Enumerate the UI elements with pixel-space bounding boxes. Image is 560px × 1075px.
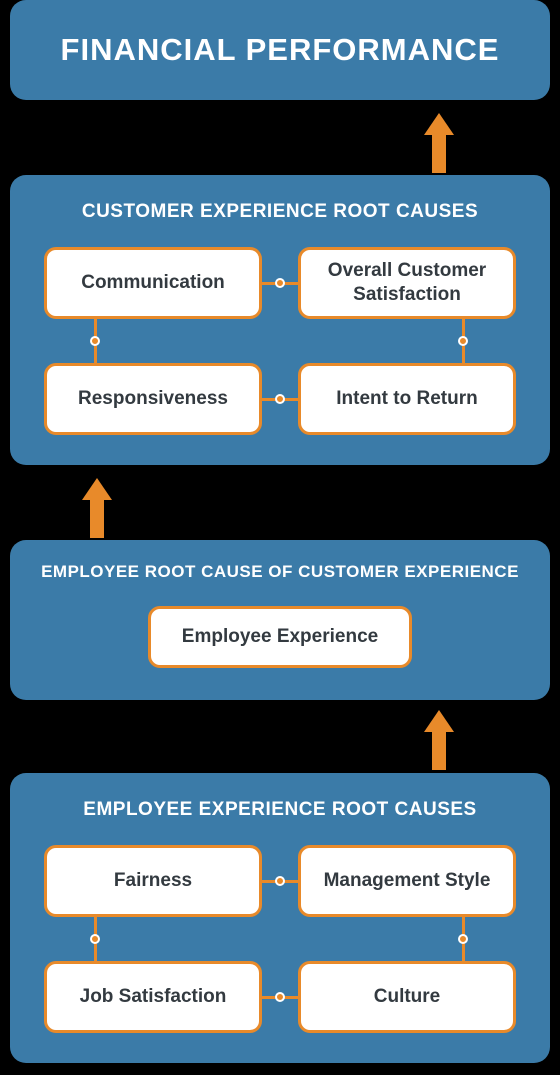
section-customer-experience: CUSTOMER EXPERIENCE ROOT CAUSES Communica…: [10, 175, 550, 465]
connector-dot-icon: [458, 336, 468, 346]
arrow-up-icon: [82, 478, 112, 500]
arrow-shaft: [432, 135, 446, 173]
node-job-satisfaction: Job Satisfaction: [44, 961, 262, 1033]
arrow-3: [424, 710, 454, 770]
node-mgmt-style: Management Style: [298, 845, 516, 917]
diagram-canvas: FINANCIAL PERFORMANCE CUSTOMER EXPERIENC…: [0, 0, 560, 1075]
arrow-shaft: [90, 500, 104, 538]
arrow-2: [82, 478, 112, 538]
node-communication: Communication: [44, 247, 262, 319]
title-panel: FINANCIAL PERFORMANCE: [10, 0, 550, 100]
connector-dot-icon: [275, 992, 285, 1002]
connector-dot-icon: [458, 934, 468, 944]
node-intent-return: Intent to Return: [298, 363, 516, 435]
arrow-1: [424, 113, 454, 173]
node-responsiveness: Responsiveness: [44, 363, 262, 435]
node-fairness: Fairness: [44, 845, 262, 917]
connector-dot-icon: [275, 876, 285, 886]
arrow-up-icon: [424, 710, 454, 732]
connector-dot-icon: [90, 336, 100, 346]
connector-dot-icon: [275, 394, 285, 404]
section-title: CUSTOMER EXPERIENCE ROOT CAUSES: [10, 201, 550, 223]
section-employee-experience-rootcauses: EMPLOYEE EXPERIENCE ROOT CAUSES Fairness M…: [10, 773, 550, 1063]
connector-dot-icon: [275, 278, 285, 288]
node-overall-satisfaction: Overall Customer Satisfaction: [298, 247, 516, 319]
node-employee-experience: Employee Experience: [148, 606, 412, 668]
arrow-up-icon: [424, 113, 454, 135]
node-culture: Culture: [298, 961, 516, 1033]
connector-dot-icon: [90, 934, 100, 944]
arrow-shaft: [432, 732, 446, 770]
section-employee-rootcause-cx: EMPLOYEE ROOT CAUSE OF CUSTOMER EXPERIEN…: [10, 540, 550, 700]
title-text: FINANCIAL PERFORMANCE: [61, 32, 500, 68]
section-title: EMPLOYEE ROOT CAUSE OF CUSTOMER EXPERIEN…: [10, 562, 550, 582]
section-title: EMPLOYEE EXPERIENCE ROOT CAUSES: [10, 799, 550, 821]
